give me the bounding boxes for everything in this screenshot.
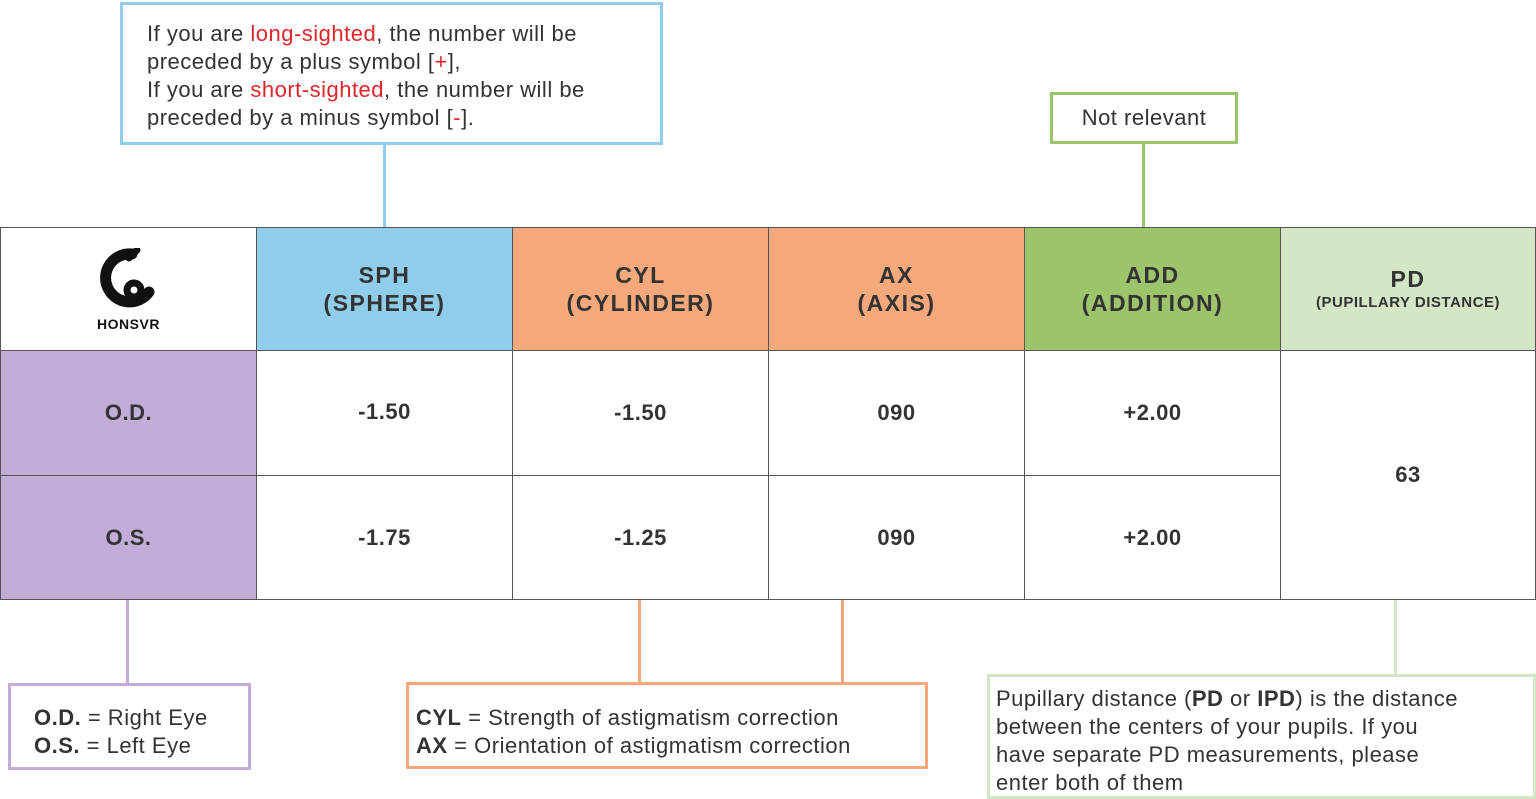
addition-note-connector [1142,143,1145,228]
axis-note-connector [841,600,844,683]
brand-name: HONSVR [97,316,160,332]
sphere-note-connector [383,144,386,228]
od-axis-value: 090 [768,350,1025,476]
header-axis: AX (AXIS) [768,227,1025,351]
astigmatism-note: CYL = Strength of astigmatism correction… [406,682,928,769]
eye-note-connector [126,600,129,684]
row-label-os: O.S. [0,475,257,600]
header-cylinder: CYL (CYLINDER) [512,227,769,351]
honsvr-logo-icon [99,248,154,308]
eye-abbreviation-note: O.D. = Right Eye O.S. = Left Eye [8,683,251,770]
od-cylinder-value: -1.50 [512,350,769,476]
header-pupillary-distance: PD (PUPILLARY DISTANCE) [1280,227,1536,351]
header-sphere: SPH (SPHERE) [256,227,513,351]
row-label-od: O.D. [0,350,257,476]
pupillary-distance-value: 63 [1280,350,1536,600]
os-sphere-value: -1.75 [256,475,513,600]
od-sphere-value: -1.50 [256,350,513,476]
od-addition-value: +2.00 [1024,350,1281,476]
header-addition: ADD (ADDITION) [1024,227,1281,351]
os-axis-value: 090 [768,475,1025,600]
addition-note: Not relevant [1050,92,1238,144]
pd-note-connector [1394,600,1397,675]
os-addition-value: +2.00 [1024,475,1281,600]
sphere-sign-note: If you are long-sighted, the number will… [120,2,663,145]
pupillary-distance-note: Pupillary distance (PD or IPD) is the di… [987,674,1536,799]
os-cylinder-value: -1.25 [512,475,769,600]
brand-logo-cell: HONSVR [0,227,257,351]
cylinder-note-connector [638,600,641,683]
